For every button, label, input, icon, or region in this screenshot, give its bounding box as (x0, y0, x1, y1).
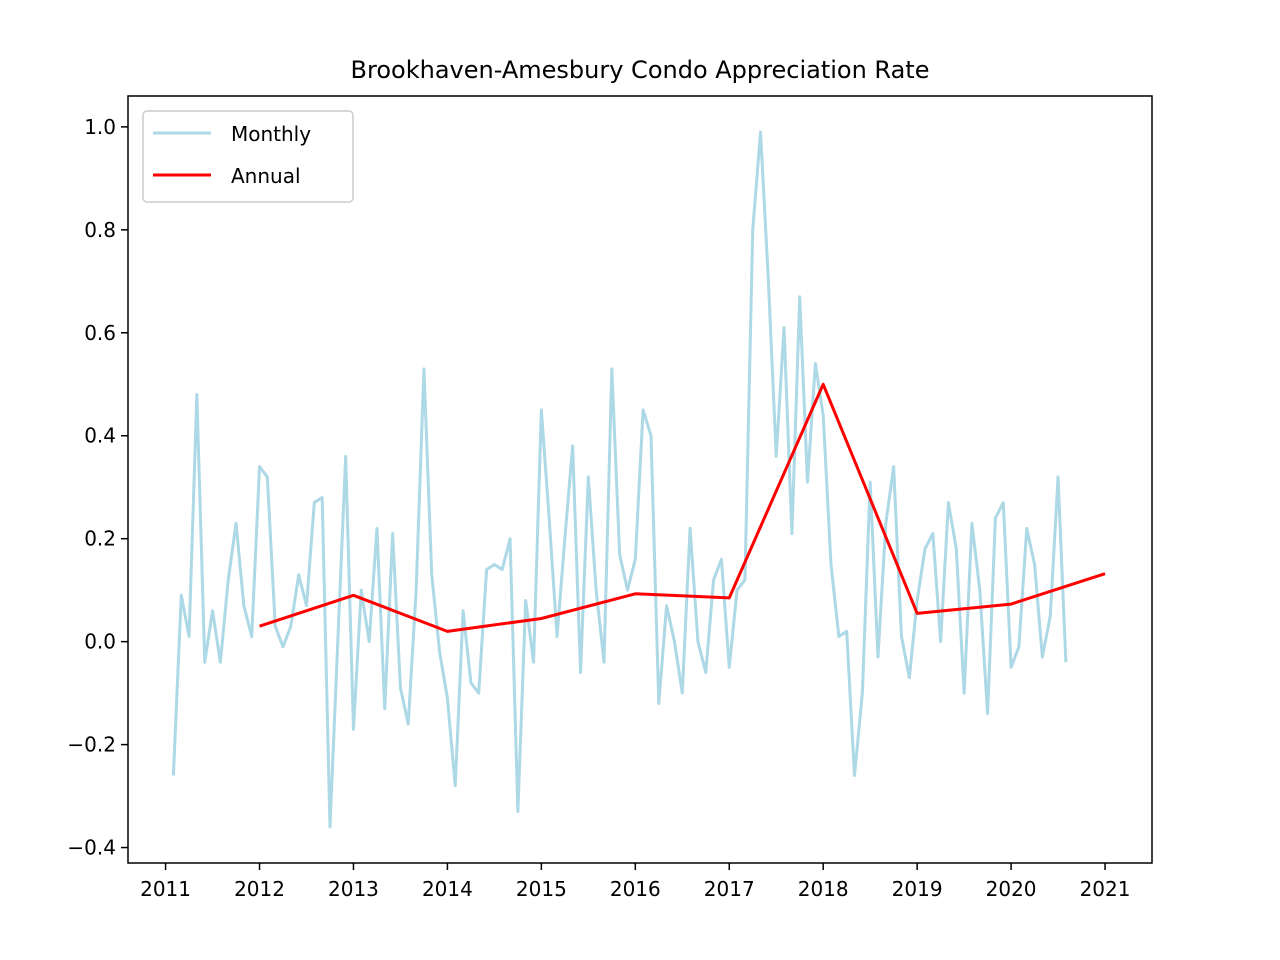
x-tick-label: 2014 (422, 877, 473, 901)
x-tick-label: 2018 (798, 877, 849, 901)
plot-lines (171, 130, 1106, 829)
x-tick-label: 2021 (1080, 877, 1131, 901)
x-tick-label: 2017 (704, 877, 755, 901)
x-tick-label: 2013 (328, 877, 379, 901)
legend: Monthly Annual (142, 110, 354, 203)
y-tick-label: 1.0 (84, 115, 116, 139)
plot-area-frame (127, 95, 1153, 864)
x-axis: 2011 2012 2013 2014 2015 2016 2017 2018 2019 2020… (140, 863, 1130, 901)
x-tick-label: 2012 (234, 877, 285, 901)
legend-label-monthly: Monthly (231, 122, 311, 146)
series-line-annual (259, 382, 1106, 633)
y-tick-label: 0.6 (84, 321, 116, 345)
x-tick-label: 2019 (892, 877, 943, 901)
y-tick-label: 0.8 (84, 218, 116, 242)
y-tick-label: 0.0 (84, 630, 116, 654)
legend-label-annual: Annual (231, 164, 301, 188)
y-tick-label: −0.4 (67, 836, 116, 860)
y-tick-label: −0.2 (67, 733, 116, 757)
x-tick-label: 2016 (610, 877, 661, 901)
x-tick-label: 2011 (140, 877, 191, 901)
x-tick-label: 2015 (516, 877, 567, 901)
chart-title: Brookhaven-Amesbury Condo Appreciation R… (351, 56, 930, 84)
series-line-monthly (171, 130, 1068, 829)
y-axis: −0.4 −0.2 0.0 0.2 0.4 0.6 0.8 1.0 (67, 115, 128, 860)
y-tick-label: 0.4 (84, 424, 116, 448)
y-tick-label: 0.2 (84, 527, 116, 551)
x-tick-label: 2020 (986, 877, 1037, 901)
